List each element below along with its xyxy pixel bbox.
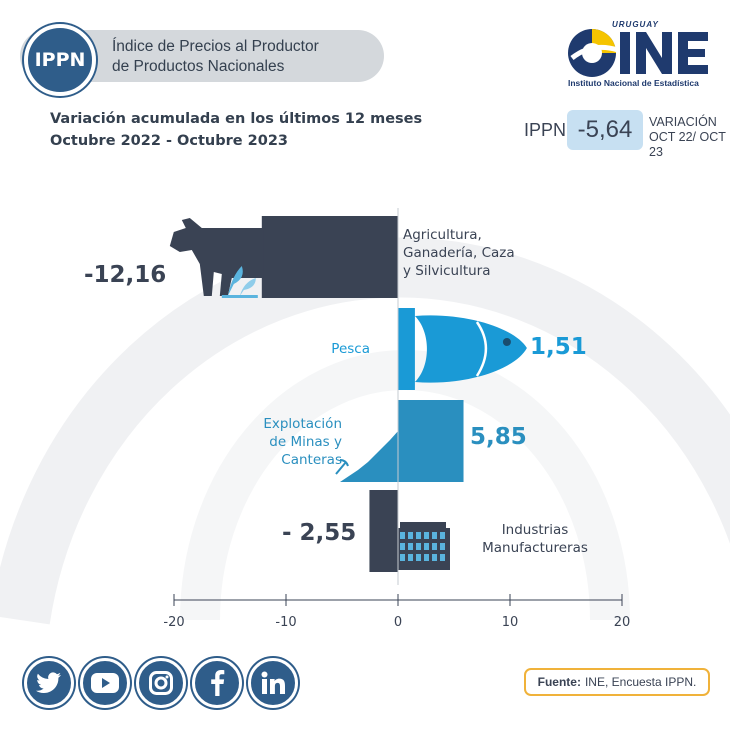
youtube-icon[interactable] — [80, 658, 130, 708]
category-label-line: Manufactureras — [482, 540, 588, 556]
headline-variation: VARIACIÓN OCT 22/ OCT 23 — [649, 115, 730, 160]
value-label-4: - 2,55 — [282, 520, 357, 546]
linkedin-icon[interactable] — [248, 658, 298, 708]
logo-country-text: URUGUAY — [612, 20, 659, 29]
category-label-line: Industrias — [501, 522, 569, 538]
category-label-line: Pesca — [331, 341, 370, 357]
category-label-line: Explotación — [263, 416, 342, 432]
value-label-3: 5,85 — [470, 424, 527, 450]
value-label-1: -12,16 — [84, 262, 167, 288]
chart-subtitle: Variación acumulada en los últimos 12 me… — [50, 108, 422, 152]
variation-period: OCT 22/ OCT 23 — [649, 130, 726, 159]
factory-icon — [396, 522, 450, 570]
instagram-icon[interactable] — [136, 658, 186, 708]
page-title: Índice de Precios al Productor de Produc… — [112, 37, 319, 77]
title-line-2: de Productos Nacionales — [112, 58, 285, 75]
source-text: INE, Encuesta IPPN. — [584, 675, 697, 689]
ippn-badge: IPPN — [24, 24, 96, 96]
bar-3 — [398, 400, 464, 482]
variation-label: VARIACIÓN — [649, 115, 717, 129]
bar-1 — [261, 216, 398, 298]
x-tick-label: -20 — [163, 615, 184, 630]
x-tick-label: -10 — [275, 615, 296, 630]
headline-value: -5,64 — [567, 110, 643, 150]
headline-label: IPPN — [524, 120, 567, 140]
source-label: Fuente: — [537, 675, 581, 689]
facebook-icon[interactable] — [192, 658, 242, 708]
category-label-2: Pesca — [280, 340, 370, 358]
ine-logo-icon — [568, 29, 708, 77]
source-note: Fuente: INE, Encuesta IPPN. — [524, 668, 710, 696]
sprout-icon — [221, 266, 258, 298]
category-label-line: Agricultura, — [403, 227, 482, 243]
title-line-1: Índice de Precios al Productor — [112, 38, 319, 55]
category-label-1: Agricultura, Ganadería, Caza y Silvicultur… — [403, 226, 515, 280]
mining-icon — [335, 430, 399, 482]
x-tick-label: 0 — [394, 615, 402, 630]
category-label-line: Ganadería, Caza — [403, 245, 515, 261]
fish-icon — [414, 315, 527, 383]
category-label-3: Explotación de Minas y Canteras — [230, 415, 342, 469]
x-tick-label: 20 — [614, 615, 631, 630]
twitter-icon[interactable] — [24, 658, 74, 708]
category-label-line: de Minas y — [269, 434, 342, 450]
category-label-line: y Silvicultura — [403, 263, 491, 279]
subtitle-line-1: Variación acumulada en los últimos 12 me… — [50, 111, 423, 127]
value-label-2: 1,51 — [530, 334, 587, 360]
bar-2 — [398, 308, 415, 390]
logo-caption: Instituto Nacional de Estadística — [568, 78, 699, 88]
bar-4 — [369, 490, 398, 572]
category-label-line: Canteras — [281, 452, 342, 468]
x-tick-label: 10 — [502, 615, 519, 630]
category-label-4: Industrias Manufactureras — [470, 521, 600, 557]
subtitle-line-2: Octubre 2022 - Octubre 2023 — [50, 133, 289, 149]
